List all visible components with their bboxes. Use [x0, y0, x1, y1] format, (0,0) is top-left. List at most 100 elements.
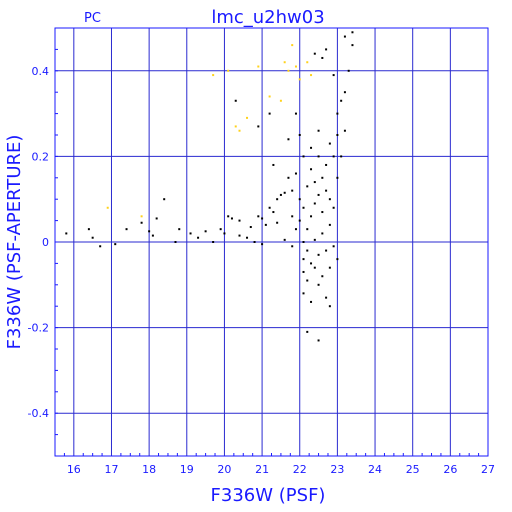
data-point [306, 330, 309, 333]
data-point [294, 112, 297, 115]
x-tick-label: 23 [330, 463, 344, 476]
data-point [336, 112, 339, 115]
highlight-point [287, 69, 290, 72]
highlight-point [294, 65, 297, 68]
data-point [325, 163, 328, 166]
data-point [257, 125, 260, 128]
data-point [351, 31, 354, 34]
data-point [294, 172, 297, 175]
data-point [313, 52, 316, 55]
data-point [302, 241, 305, 243]
highlight-point [298, 78, 301, 81]
data-point [328, 266, 331, 269]
data-point [328, 305, 331, 308]
data-point [283, 238, 286, 241]
y-tick-label: 0.2 [32, 150, 50, 163]
data-point [234, 99, 237, 102]
data-point [291, 189, 294, 192]
x-tick-label: 25 [406, 463, 420, 476]
data-point [261, 243, 264, 246]
data-point [279, 193, 282, 196]
x-tick-label: 27 [481, 463, 495, 476]
data-point [336, 258, 339, 261]
data-point [238, 219, 241, 222]
data-point [321, 56, 324, 59]
data-point [257, 215, 260, 218]
x-tick-label: 16 [67, 463, 81, 476]
data-point [343, 91, 346, 94]
data-point [223, 232, 226, 235]
data-point [174, 241, 177, 243]
data-point [253, 241, 256, 243]
data-point [283, 191, 286, 194]
data-points [65, 31, 354, 342]
data-point [268, 206, 271, 209]
x-tick-label: 20 [217, 463, 231, 476]
data-point [155, 217, 158, 220]
highlight-point [268, 95, 271, 98]
highlight-point [310, 74, 313, 77]
highlight-point [257, 65, 260, 68]
data-point [302, 270, 305, 273]
data-point [332, 74, 335, 77]
data-point [65, 232, 68, 235]
data-point [332, 245, 335, 248]
x-tick-labels: 16 17 18 19 20 21 22 23 24 25 26 27 [67, 463, 495, 476]
highlight-point [212, 74, 215, 77]
data-point [268, 112, 271, 115]
data-point [351, 44, 354, 47]
highlight-point [279, 99, 282, 102]
data-point [306, 185, 309, 188]
data-point [264, 223, 267, 226]
data-point [321, 232, 324, 235]
data-point [313, 238, 316, 241]
data-point [291, 215, 294, 218]
data-point [219, 228, 222, 231]
y-tick-label: 0 [42, 236, 49, 249]
data-point [317, 129, 320, 132]
data-point [99, 245, 102, 248]
data-point [310, 146, 313, 149]
x-tick-label: 26 [443, 463, 457, 476]
data-point [189, 232, 192, 235]
highlight-point [234, 125, 237, 128]
data-point [302, 258, 305, 261]
data-point [310, 168, 313, 171]
highlight-point [283, 61, 286, 64]
data-point [261, 217, 264, 220]
data-point [321, 211, 324, 214]
corner-label: PC [84, 11, 101, 26]
chart-title: lmc_u2hw03 [211, 7, 324, 28]
data-point [227, 215, 230, 218]
x-tick-label: 21 [255, 463, 269, 476]
data-point [332, 155, 335, 158]
data-point [298, 198, 301, 201]
data-point [148, 230, 151, 233]
x-tick-label: 24 [368, 463, 382, 476]
data-point [313, 202, 316, 205]
data-point [302, 292, 305, 295]
data-point [332, 206, 335, 209]
y-tick-label: 0.4 [32, 65, 50, 78]
data-point [91, 236, 94, 239]
highlight-point [246, 116, 249, 119]
data-point [294, 228, 297, 231]
y-axis-title: F336W (PSF-APERTURE) [4, 135, 25, 350]
data-point [246, 236, 249, 239]
data-point [328, 223, 331, 226]
data-point [328, 198, 331, 201]
y-tick-labels: 0.4 0.2 0 -0.2 -0.4 [28, 65, 49, 420]
data-point [336, 134, 339, 136]
data-point [272, 163, 275, 166]
data-point [343, 35, 346, 38]
data-point [317, 339, 320, 342]
x-tick-label: 17 [104, 463, 118, 476]
data-point [310, 215, 313, 218]
data-point [276, 221, 279, 224]
x-tick-label: 18 [142, 463, 156, 476]
data-point [325, 296, 328, 299]
data-point [302, 155, 305, 158]
highlight-point [306, 61, 309, 64]
data-point [306, 279, 309, 282]
